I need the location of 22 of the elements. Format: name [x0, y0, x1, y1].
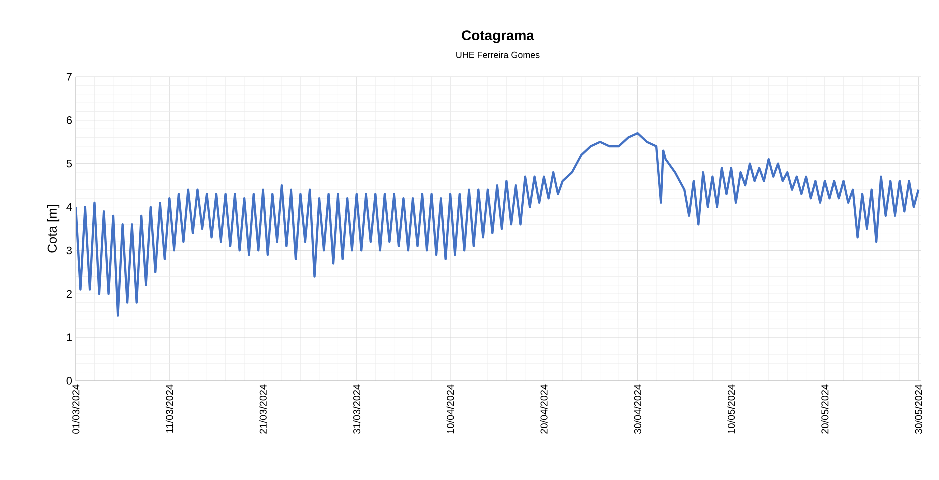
y-axis-title: Cota [m] — [47, 205, 60, 253]
y-tick-label: 4 — [66, 204, 72, 212]
x-tick-label: 20/05/2024 — [821, 384, 829, 434]
x-tick-label: 10/04/2024 — [446, 384, 454, 434]
x-tick-label: 01/03/2024 — [72, 384, 80, 434]
y-tick-label: 1 — [67, 334, 72, 342]
y-tick-label: 2 — [66, 290, 72, 298]
x-tick-label: 31/03/2024 — [353, 384, 361, 434]
x-tick-label: 21/03/2024 — [260, 384, 267, 434]
y-tick-label: 5 — [66, 160, 72, 168]
chart-subtitle: UHE Ferreira Gomes — [456, 52, 540, 58]
x-tick-label: 10/05/2024 — [728, 384, 736, 434]
line-series — [76, 132, 920, 317]
x-tick-label: 30/04/2024 — [634, 384, 642, 434]
chart-title: Cotagrama — [462, 30, 535, 44]
y-tick-label: 0 — [66, 377, 72, 385]
x-tick-label: 30/05/2024 — [915, 384, 922, 434]
x-tick-label: 11/03/2024 — [166, 384, 174, 433]
y-tick-label: 6 — [66, 116, 72, 124]
y-tick-label: 3 — [66, 246, 72, 255]
y-tick-label: 7 — [66, 73, 72, 81]
x-tick-label: 20/04/2024 — [540, 384, 548, 434]
